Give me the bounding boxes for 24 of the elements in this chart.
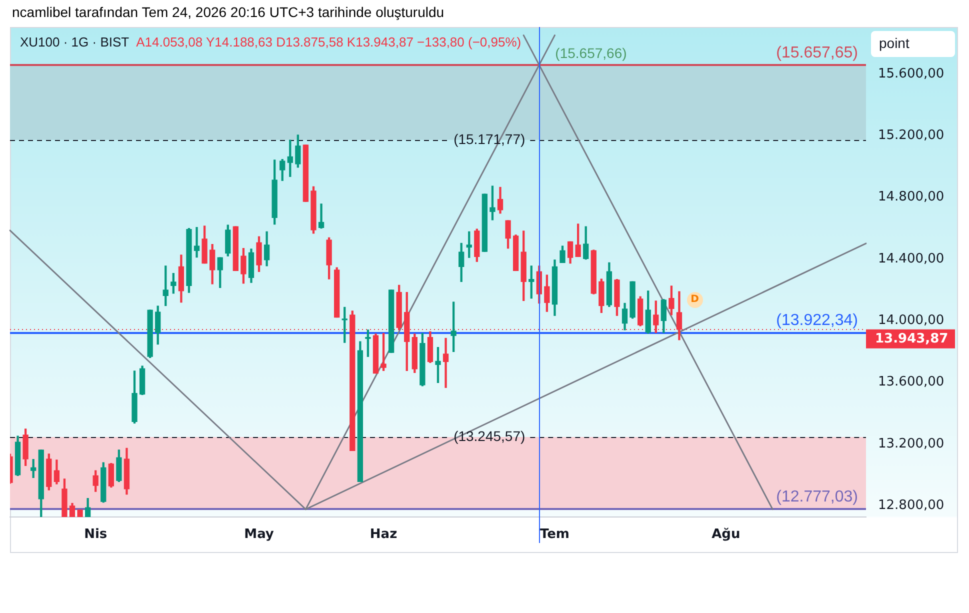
y-tick-label: 13.200,00 xyxy=(878,436,944,452)
y-axis-title: point xyxy=(879,34,910,51)
y-tick-label: 15.200,00 xyxy=(878,128,944,143)
y-tick-label: 12.800,00 xyxy=(878,498,944,514)
y-tick-label: 14.400,00 xyxy=(878,251,944,266)
x-tick-label: May xyxy=(244,527,274,542)
ref-line-label: (15.171,77) xyxy=(454,130,526,147)
text: A14.053,08 Y14.188,63 D13.875,58 K13.943,87 −133,80 (−0,95%) xyxy=(136,34,522,50)
x-tick-label: Nis xyxy=(84,527,108,542)
y-tick-label: 14.000,00 xyxy=(878,313,944,328)
y-tick-label: 13.600,00 xyxy=(878,374,944,390)
annotation: (15.657,66) xyxy=(555,44,627,61)
ref-line-label: 13.943,87 xyxy=(875,332,948,347)
y-tick-label: 14.800,00 xyxy=(878,190,944,205)
text: ncamlibel tarafından Tem 24, 2026 20:16 UTC+3 tarihinde oluşturuldu xyxy=(12,4,444,20)
ref-line-label: (15.657,65) xyxy=(776,44,858,62)
text: XU100 · 1G · BIST xyxy=(20,34,130,50)
x-tick-label: Ağu xyxy=(712,527,740,542)
ref-line-label: (13.245,57) xyxy=(454,428,526,444)
ref-line-label: (13.922,34) xyxy=(776,312,858,330)
ref-line-label: (12.777,03) xyxy=(776,488,858,506)
y-tick-label: 15.600,00 xyxy=(878,66,944,82)
x-tick-label: Tem xyxy=(540,527,570,542)
x-tick-label: Haz xyxy=(370,527,398,542)
